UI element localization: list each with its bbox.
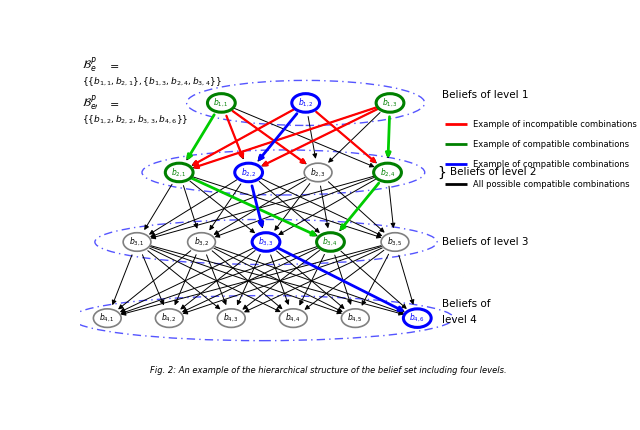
Text: $\mathcal{B}_e^P$: $\mathcal{B}_e^P$ (83, 55, 97, 75)
Circle shape (403, 309, 431, 327)
Circle shape (374, 163, 401, 182)
Text: $b_{2,4}$: $b_{2,4}$ (380, 166, 396, 178)
Text: $b_{4,6}$: $b_{4,6}$ (409, 312, 426, 324)
Text: Example of compatible combinations: Example of compatible combinations (473, 160, 629, 169)
Circle shape (235, 163, 262, 182)
Circle shape (280, 309, 307, 327)
Text: $b_{1,3}$: $b_{1,3}$ (382, 97, 398, 109)
Circle shape (292, 94, 319, 112)
Circle shape (341, 309, 369, 327)
Text: level 4: level 4 (442, 315, 477, 325)
Text: $b_{3,4}$: $b_{3,4}$ (323, 236, 339, 248)
Text: $b_{3,1}$: $b_{3,1}$ (129, 236, 145, 248)
Text: Beliefs of level 3: Beliefs of level 3 (442, 237, 529, 247)
Circle shape (93, 309, 121, 327)
Text: $b_{3,5}$: $b_{3,5}$ (387, 236, 403, 248)
Text: $b_{2,1}$: $b_{2,1}$ (172, 166, 187, 178)
Circle shape (317, 233, 344, 251)
Text: $=$: $=$ (108, 60, 120, 70)
Text: $b_{4,5}$: $b_{4,5}$ (348, 312, 364, 324)
Text: }: } (437, 166, 446, 179)
Text: $b_{2,2}$: $b_{2,2}$ (241, 166, 257, 178)
Text: $\mathcal{B}_{e\prime}^P$: $\mathcal{B}_{e\prime}^P$ (83, 93, 99, 113)
Text: $b_{3,3}$: $b_{3,3}$ (258, 236, 274, 248)
Text: Example of compatible combinations: Example of compatible combinations (473, 140, 629, 149)
Text: Beliefs of level 1: Beliefs of level 1 (442, 89, 529, 100)
Text: $b_{1,1}$: $b_{1,1}$ (213, 97, 229, 109)
Circle shape (156, 309, 183, 327)
Text: $b_{2,3}$: $b_{2,3}$ (310, 166, 326, 178)
Text: Beliefs of: Beliefs of (442, 299, 491, 309)
Text: $\{\{b_{1,1}, b_{2,1}\}, \{b_{1,3}, b_{2,4}, b_{3,4}\}\}$: $\{\{b_{1,1}, b_{2,1}\}, \{b_{1,3}, b_{2… (83, 75, 222, 88)
Text: Fig. 2: An example of the hierarchical structure of the belief set including fou: Fig. 2: An example of the hierarchical s… (150, 366, 506, 375)
Text: $=$: $=$ (108, 98, 120, 108)
Text: $\{\{b_{1,2}, b_{2,2}, b_{3,3}, b_{4,6}\}\}$: $\{\{b_{1,2}, b_{2,2}, b_{3,3}, b_{4,6}\… (83, 113, 189, 126)
Text: Beliefs of level 2: Beliefs of level 2 (449, 167, 536, 178)
Text: $b_{4,3}$: $b_{4,3}$ (223, 312, 239, 324)
Text: Example of incompatible combinations: Example of incompatible combinations (473, 120, 637, 129)
Text: All possible compatible combinations: All possible compatible combinations (473, 180, 630, 188)
Circle shape (123, 233, 151, 251)
Text: $b_{4,1}$: $b_{4,1}$ (99, 312, 115, 324)
Text: $b_{1,2}$: $b_{1,2}$ (298, 97, 314, 109)
Circle shape (304, 163, 332, 182)
Circle shape (188, 233, 216, 251)
Circle shape (381, 233, 409, 251)
Circle shape (252, 233, 280, 251)
Circle shape (207, 94, 236, 112)
Circle shape (165, 163, 193, 182)
Circle shape (376, 94, 404, 112)
Text: $b_{4,4}$: $b_{4,4}$ (285, 312, 301, 324)
Circle shape (218, 309, 245, 327)
Text: $b_{3,2}$: $b_{3,2}$ (193, 236, 209, 248)
Text: $b_{4,2}$: $b_{4,2}$ (161, 312, 177, 324)
